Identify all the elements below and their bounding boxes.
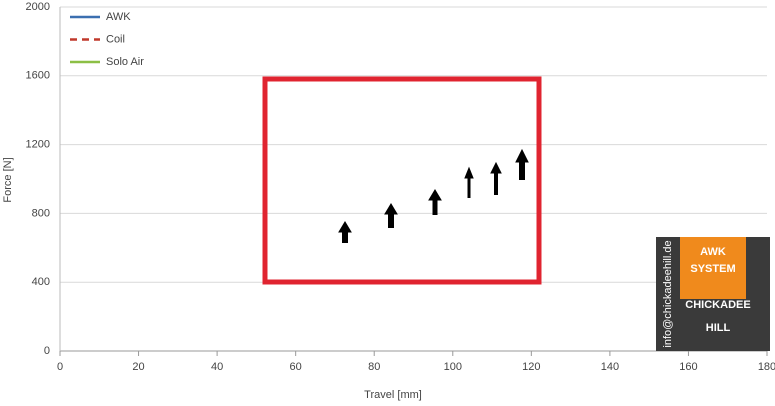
x-tick-label: 100	[444, 361, 462, 373]
x-tick-label: 180	[758, 361, 775, 373]
x-tick-label: 120	[522, 361, 540, 373]
x-tick-label: 20	[132, 361, 144, 373]
x-tick-label: 160	[679, 361, 697, 373]
arrows	[338, 148, 529, 243]
x-tick-label: 140	[601, 361, 619, 373]
x-tick-label: 40	[211, 361, 223, 373]
legend-label: AWK	[106, 11, 131, 23]
legend-label: Solo Air	[106, 56, 144, 68]
legend-label: Coil	[106, 33, 125, 45]
y-tick-label: 2000	[26, 1, 50, 13]
logo-email: info@chickadeehill.de	[662, 240, 674, 347]
x-tick-label: 80	[368, 361, 380, 373]
logo-brand1: CHICKADEE	[685, 299, 750, 311]
x-tick-label: 0	[57, 361, 63, 373]
logo-brand2: HILL	[706, 322, 731, 334]
x-axis-label: Travel [mm]	[364, 389, 422, 401]
highlight-box	[262, 76, 542, 285]
logo-line1: AWK	[700, 246, 726, 258]
y-tick-label: 0	[44, 345, 50, 357]
y-tick-label: 1200	[26, 139, 50, 151]
grid: 0 400 800 1200 1600 2000 0 20 40 60 80 100 120 140 160…	[26, 1, 775, 373]
x-tick-label: 60	[290, 361, 302, 373]
y-tick-label: 800	[32, 207, 50, 219]
y-axis-label: Force [N]	[2, 157, 14, 202]
legend: AWK Coil Solo Air	[70, 11, 144, 68]
y-tick-label: 400	[32, 276, 50, 288]
logo-orange	[680, 237, 746, 299]
logo: AWK SYSTEM CHICKADEE HILL info@chickadee…	[656, 237, 770, 351]
logo-line2: SYSTEM	[690, 263, 735, 275]
y-tick-label: 1600	[26, 70, 50, 82]
